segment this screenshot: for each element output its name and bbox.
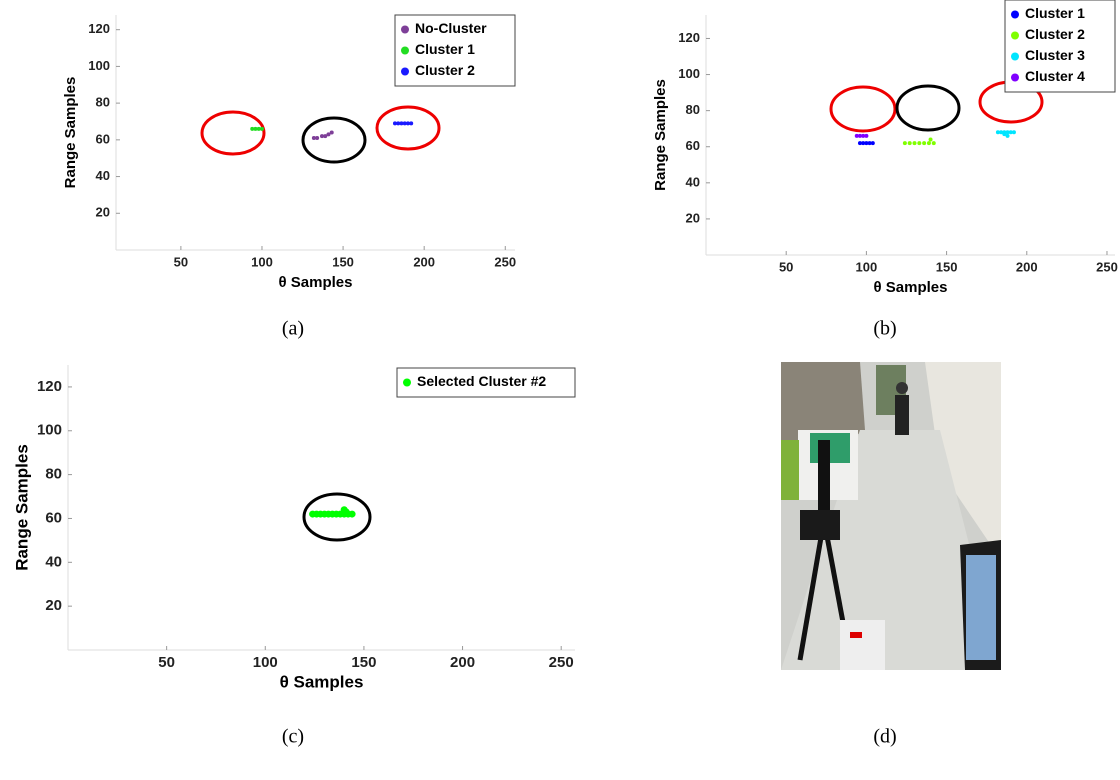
figure: (a) (b) (c) (d) 50 100 150 200 250 20 40 60 80 10…	[0, 0, 1120, 775]
x-axis-label: θ Samples	[874, 279, 948, 296]
legend-label: Cluster 1	[1025, 5, 1085, 21]
x-tick-label: 250	[549, 654, 574, 671]
point	[864, 134, 868, 138]
legend-label: Cluster 2	[1025, 26, 1085, 42]
caption: (c)	[282, 726, 304, 748]
point	[260, 127, 264, 131]
legend-label: Cluster 3	[1025, 47, 1085, 63]
legend-marker	[1011, 11, 1019, 19]
y-axis-label: Range Samples	[12, 444, 31, 571]
y-tick-label: 120	[88, 21, 110, 36]
legend-marker	[401, 47, 409, 55]
point	[343, 508, 350, 515]
x-tick-label: 150	[351, 654, 376, 671]
point	[927, 141, 931, 145]
x-axis-label: θ Samples	[279, 274, 353, 291]
x-tick-label: 250	[494, 254, 516, 269]
point	[330, 131, 334, 135]
y-tick-label: 20	[96, 205, 110, 220]
point	[315, 136, 319, 140]
point	[409, 121, 413, 125]
x-tick-label: 200	[1016, 259, 1038, 274]
y-tick-label: 60	[45, 509, 62, 526]
x-tick-label: 50	[174, 254, 188, 269]
legend-label: Cluster 4	[1025, 68, 1085, 84]
point	[871, 141, 875, 145]
x-tick-label: 50	[779, 259, 793, 274]
page: {"chart_data": [ {"type": "scatter", "xl…	[0, 0, 1120, 780]
x-tick-label: 100	[856, 259, 878, 274]
y-tick-label: 60	[686, 138, 700, 153]
legend-marker	[403, 379, 411, 387]
y-tick-label: 80	[96, 95, 110, 110]
y-tick-label: 100	[88, 58, 110, 73]
point	[1006, 134, 1010, 138]
legend-marker	[1011, 32, 1019, 40]
legend-marker	[1011, 53, 1019, 61]
x-tick-label: 150	[332, 254, 354, 269]
point	[917, 141, 921, 145]
x-tick-label: 250	[1096, 259, 1118, 274]
photo	[781, 362, 1001, 670]
legend-label: Cluster 2	[415, 62, 475, 78]
y-tick-label: 20	[686, 210, 700, 225]
x-axis-label: θ Samples	[280, 672, 364, 691]
annotation-ellipse	[202, 112, 264, 154]
caption: (d)	[873, 726, 896, 748]
point	[903, 141, 907, 145]
y-tick-label: 40	[96, 168, 110, 183]
caption: (a)	[282, 318, 304, 340]
legend-marker	[401, 26, 409, 34]
legend-label: Selected Cluster #2	[417, 373, 546, 389]
point	[929, 138, 933, 142]
legend-label: No-Cluster	[415, 20, 487, 36]
point	[913, 141, 917, 145]
legend-marker	[401, 68, 409, 76]
y-axis-label: Range Samples	[652, 79, 669, 191]
y-tick-label: 40	[686, 174, 700, 189]
x-tick-label: 100	[253, 654, 278, 671]
annotation-ellipse	[897, 86, 959, 130]
annotation-ellipse	[831, 87, 895, 131]
y-tick-label: 80	[45, 466, 62, 483]
point	[908, 141, 912, 145]
y-tick-label: 100	[678, 66, 700, 81]
x-tick-label: 50	[158, 654, 175, 671]
x-tick-label: 200	[450, 654, 475, 671]
annotation-ellipse	[377, 107, 439, 149]
y-tick-label: 60	[96, 131, 110, 146]
legend-label: Cluster 1	[415, 41, 475, 57]
y-tick-label: 40	[45, 553, 62, 570]
annotation-ellipse	[303, 118, 365, 162]
x-tick-label: 100	[251, 254, 273, 269]
y-tick-label: 80	[686, 102, 700, 117]
point	[932, 141, 936, 145]
y-tick-label: 100	[37, 422, 62, 439]
y-tick-label: 120	[37, 378, 62, 395]
y-tick-label: 20	[45, 597, 62, 614]
x-tick-label: 150	[936, 259, 958, 274]
legend-marker	[1011, 74, 1019, 82]
point	[1012, 130, 1016, 134]
y-tick-label: 120	[678, 30, 700, 45]
x-tick-label: 200	[413, 254, 435, 269]
point	[922, 141, 926, 145]
y-axis-label: Range Samples	[62, 77, 79, 189]
caption: (b)	[873, 318, 896, 340]
